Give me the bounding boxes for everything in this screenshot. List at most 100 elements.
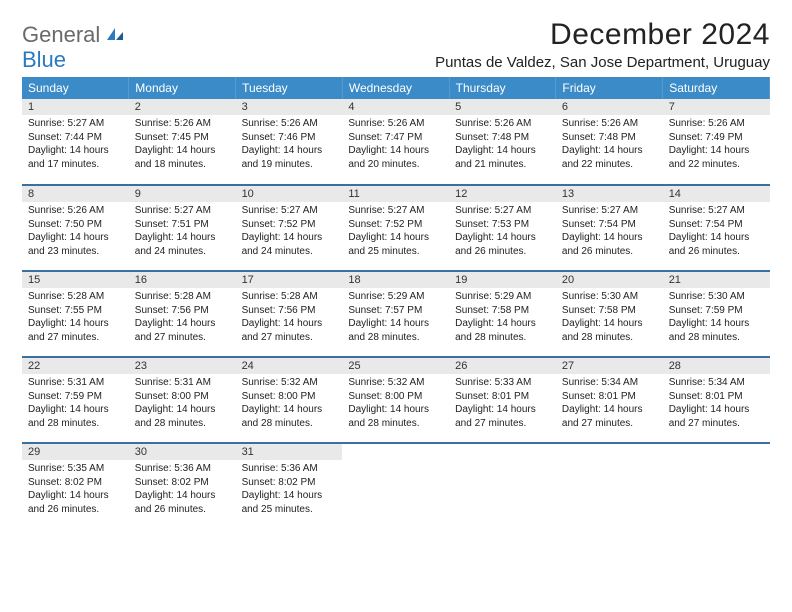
daylight-line: Daylight: 14 hours and 28 minutes.: [669, 317, 764, 344]
daylight-line: Daylight: 14 hours and 27 minutes.: [455, 403, 550, 430]
daylight-line: Daylight: 14 hours and 24 minutes.: [242, 231, 337, 258]
sunrise-line: Sunrise: 5:31 AM: [135, 376, 230, 390]
day-details: Sunrise: 5:28 AMSunset: 7:56 PMDaylight:…: [236, 288, 343, 348]
calendar-day-cell: 11Sunrise: 5:27 AMSunset: 7:52 PMDayligh…: [342, 185, 449, 271]
day-details: Sunrise: 5:31 AMSunset: 8:00 PMDaylight:…: [129, 374, 236, 434]
calendar-day-cell: 3Sunrise: 5:26 AMSunset: 7:46 PMDaylight…: [236, 99, 343, 185]
day-number: 26: [449, 358, 556, 374]
daylight-line: Daylight: 14 hours and 23 minutes.: [28, 231, 123, 258]
sunset-line: Sunset: 7:58 PM: [455, 304, 550, 318]
calendar-page: General Blue December 2024 Puntas de Val…: [0, 0, 792, 539]
daylight-line: Daylight: 14 hours and 17 minutes.: [28, 144, 123, 171]
calendar-week-row: 29Sunrise: 5:35 AMSunset: 8:02 PMDayligh…: [22, 443, 770, 529]
sunset-line: Sunset: 8:01 PM: [455, 390, 550, 404]
daylight-line: Daylight: 14 hours and 24 minutes.: [135, 231, 230, 258]
daylight-line: Daylight: 14 hours and 28 minutes.: [135, 403, 230, 430]
calendar-day-cell: [663, 443, 770, 529]
day-number: 18: [342, 272, 449, 288]
calendar-day-cell: 22Sunrise: 5:31 AMSunset: 7:59 PMDayligh…: [22, 357, 129, 443]
day-details: Sunrise: 5:31 AMSunset: 7:59 PMDaylight:…: [22, 374, 129, 434]
daylight-line: Daylight: 14 hours and 28 minutes.: [28, 403, 123, 430]
sunrise-line: Sunrise: 5:32 AM: [348, 376, 443, 390]
calendar-day-cell: 19Sunrise: 5:29 AMSunset: 7:58 PMDayligh…: [449, 271, 556, 357]
daylight-line: Daylight: 14 hours and 27 minutes.: [242, 317, 337, 344]
calendar-day-cell: 28Sunrise: 5:34 AMSunset: 8:01 PMDayligh…: [663, 357, 770, 443]
sunset-line: Sunset: 8:02 PM: [135, 476, 230, 490]
day-number: 19: [449, 272, 556, 288]
header: General Blue December 2024 Puntas de Val…: [22, 18, 770, 71]
sunset-line: Sunset: 7:51 PM: [135, 218, 230, 232]
weekday-header: Monday: [129, 77, 236, 99]
sunset-line: Sunset: 7:44 PM: [28, 131, 123, 145]
calendar-week-row: 15Sunrise: 5:28 AMSunset: 7:55 PMDayligh…: [22, 271, 770, 357]
sunrise-line: Sunrise: 5:26 AM: [455, 117, 550, 131]
day-details: Sunrise: 5:27 AMSunset: 7:53 PMDaylight:…: [449, 202, 556, 262]
logo-text-general: General: [22, 22, 100, 47]
sunrise-line: Sunrise: 5:34 AM: [669, 376, 764, 390]
day-number: 9: [129, 186, 236, 202]
calendar-day-cell: 16Sunrise: 5:28 AMSunset: 7:56 PMDayligh…: [129, 271, 236, 357]
sunrise-line: Sunrise: 5:27 AM: [669, 204, 764, 218]
calendar-day-cell: 24Sunrise: 5:32 AMSunset: 8:00 PMDayligh…: [236, 357, 343, 443]
calendar-day-cell: 14Sunrise: 5:27 AMSunset: 7:54 PMDayligh…: [663, 185, 770, 271]
day-details: Sunrise: 5:34 AMSunset: 8:01 PMDaylight:…: [556, 374, 663, 434]
calendar-day-cell: [449, 443, 556, 529]
sunset-line: Sunset: 7:56 PM: [242, 304, 337, 318]
weekday-header: Saturday: [663, 77, 770, 99]
daylight-line: Daylight: 14 hours and 26 minutes.: [28, 489, 123, 516]
calendar-week-row: 8Sunrise: 5:26 AMSunset: 7:50 PMDaylight…: [22, 185, 770, 271]
sunrise-line: Sunrise: 5:31 AM: [28, 376, 123, 390]
calendar-day-cell: 9Sunrise: 5:27 AMSunset: 7:51 PMDaylight…: [129, 185, 236, 271]
weekday-header: Wednesday: [342, 77, 449, 99]
weekday-header: Friday: [556, 77, 663, 99]
day-details: Sunrise: 5:32 AMSunset: 8:00 PMDaylight:…: [342, 374, 449, 434]
sunset-line: Sunset: 7:59 PM: [28, 390, 123, 404]
day-number: 4: [342, 99, 449, 115]
day-number: 28: [663, 358, 770, 374]
sunset-line: Sunset: 7:48 PM: [562, 131, 657, 145]
day-details: Sunrise: 5:26 AMSunset: 7:49 PMDaylight:…: [663, 115, 770, 175]
day-number: 7: [663, 99, 770, 115]
calendar-day-cell: 18Sunrise: 5:29 AMSunset: 7:57 PMDayligh…: [342, 271, 449, 357]
day-details: Sunrise: 5:30 AMSunset: 7:59 PMDaylight:…: [663, 288, 770, 348]
calendar-day-cell: 29Sunrise: 5:35 AMSunset: 8:02 PMDayligh…: [22, 443, 129, 529]
calendar-day-cell: 20Sunrise: 5:30 AMSunset: 7:58 PMDayligh…: [556, 271, 663, 357]
sunrise-line: Sunrise: 5:28 AM: [135, 290, 230, 304]
calendar-table: Sunday Monday Tuesday Wednesday Thursday…: [22, 77, 770, 529]
sunrise-line: Sunrise: 5:30 AM: [669, 290, 764, 304]
calendar-day-cell: 25Sunrise: 5:32 AMSunset: 8:00 PMDayligh…: [342, 357, 449, 443]
calendar-day-cell: 30Sunrise: 5:36 AMSunset: 8:02 PMDayligh…: [129, 443, 236, 529]
daylight-line: Daylight: 14 hours and 27 minutes.: [562, 403, 657, 430]
calendar-day-cell: 13Sunrise: 5:27 AMSunset: 7:54 PMDayligh…: [556, 185, 663, 271]
day-number: 5: [449, 99, 556, 115]
sunset-line: Sunset: 7:54 PM: [562, 218, 657, 232]
day-details: Sunrise: 5:28 AMSunset: 7:56 PMDaylight:…: [129, 288, 236, 348]
day-details: Sunrise: 5:36 AMSunset: 8:02 PMDaylight:…: [129, 460, 236, 520]
day-number: 16: [129, 272, 236, 288]
day-number: 14: [663, 186, 770, 202]
day-details: Sunrise: 5:27 AMSunset: 7:54 PMDaylight:…: [556, 202, 663, 262]
daylight-line: Daylight: 14 hours and 26 minutes.: [669, 231, 764, 258]
sunrise-line: Sunrise: 5:26 AM: [562, 117, 657, 131]
sunrise-line: Sunrise: 5:27 AM: [562, 204, 657, 218]
sunset-line: Sunset: 7:52 PM: [242, 218, 337, 232]
daylight-line: Daylight: 14 hours and 28 minutes.: [455, 317, 550, 344]
calendar-day-cell: 17Sunrise: 5:28 AMSunset: 7:56 PMDayligh…: [236, 271, 343, 357]
weekday-header: Sunday: [22, 77, 129, 99]
sunset-line: Sunset: 8:02 PM: [28, 476, 123, 490]
sunrise-line: Sunrise: 5:26 AM: [669, 117, 764, 131]
day-number: 8: [22, 186, 129, 202]
sunset-line: Sunset: 7:48 PM: [455, 131, 550, 145]
day-number: 13: [556, 186, 663, 202]
sunrise-line: Sunrise: 5:29 AM: [348, 290, 443, 304]
day-number: 20: [556, 272, 663, 288]
sunset-line: Sunset: 8:00 PM: [242, 390, 337, 404]
calendar-day-cell: 8Sunrise: 5:26 AMSunset: 7:50 PMDaylight…: [22, 185, 129, 271]
sunset-line: Sunset: 7:59 PM: [669, 304, 764, 318]
title-block: December 2024 Puntas de Valdez, San Jose…: [435, 18, 770, 71]
sunrise-line: Sunrise: 5:30 AM: [562, 290, 657, 304]
logo-text-blue: Blue: [22, 47, 66, 72]
daylight-line: Daylight: 14 hours and 28 minutes.: [562, 317, 657, 344]
calendar-day-cell: 1Sunrise: 5:27 AMSunset: 7:44 PMDaylight…: [22, 99, 129, 185]
weekday-header: Thursday: [449, 77, 556, 99]
